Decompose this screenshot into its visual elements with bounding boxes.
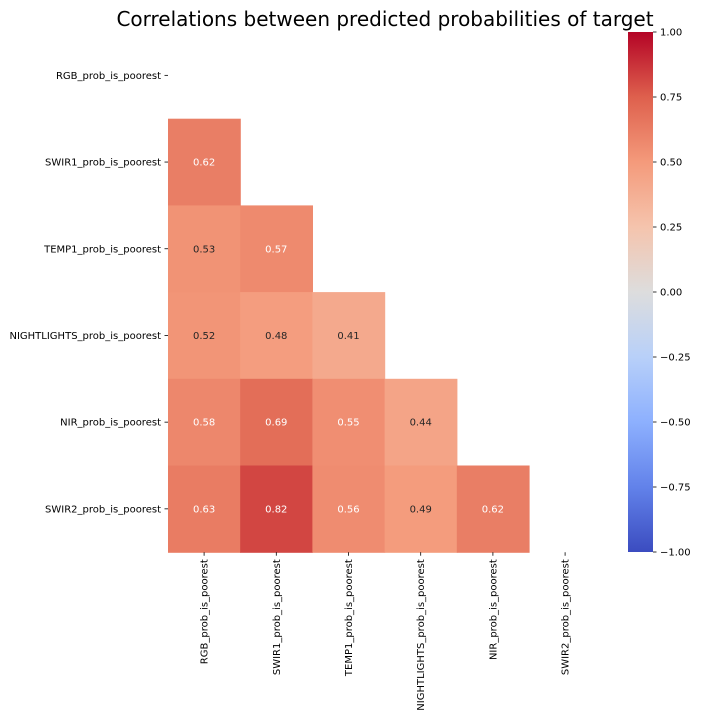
x-tick-label: SWIR1_prob_is_poorest [272,559,283,675]
y-tick-label: NIR_prob_is_poorest [60,418,161,429]
heatmap-cell [240,292,313,380]
colorbar-tick-label: 0.25 [660,223,682,234]
heatmap-cell [312,292,386,380]
cell-value-label: 0.82 [265,504,287,515]
heatmap-cell [384,378,458,467]
heatmap-cell [168,205,241,293]
cell-value-label: 0.62 [193,158,215,169]
cell-value-label: 0.48 [265,331,287,342]
heatmap-cell [312,378,386,467]
x-tick-label: SWIR2_prob_is_poorest [561,559,572,675]
cell-value-label: 0.58 [193,418,215,429]
colorbar-gradient [628,32,653,552]
x-tick-label: RGB_prob_is_poorest [200,559,211,664]
cell-value-label: 0.69 [265,418,287,429]
cell-value-label: 0.56 [337,504,359,515]
x-tick-label: NIR_prob_is_poorest [488,559,499,660]
cell-value-label: 0.55 [337,418,359,429]
cell-value-label: 0.62 [482,504,504,515]
cell-value-label: 0.44 [410,418,432,429]
heatmap-cell [312,465,386,553]
y-tick-label: NIGHTLIGHTS_prob_is_poorest [9,331,161,342]
cell-value-label: 0.49 [410,504,432,515]
y-tick-label: RGB_prob_is_poorest [56,71,161,82]
heatmap-cell [456,465,530,553]
colorbar-tick-label: −0.25 [660,353,691,364]
heatmap-cell [384,465,458,553]
cell-value-label: 0.41 [337,331,359,342]
colorbar-tick-label: −1.00 [660,548,691,559]
cell-value-label: 0.52 [193,331,215,342]
cell-value-label: 0.57 [265,244,287,255]
x-tick-label: TEMP1_prob_is_poorest [344,559,355,677]
colorbar: 1.00 0.75 0.50 0.25 0.00 −0.25 −0.50 −0.75 −1.00 [628,28,691,559]
y-tick-label: SWIR1_prob_is_poorest [45,158,161,169]
colorbar-tick-label: 0.50 [660,158,682,169]
colorbar-tick-label: −0.75 [660,483,691,494]
chart-title: Correlations between predicted probabili… [116,7,653,31]
x-axis-tick-labels: RGB_prob_is_poorest SWIR1_prob_is_poorest… [200,552,572,711]
cell-value-label: 0.63 [193,504,215,515]
heatmap-cell [168,465,241,553]
colorbar-tick-label: 0.00 [660,288,682,299]
colorbar-tick-label: −0.50 [660,418,691,429]
heatmap-cell [240,465,313,553]
x-tick-label: NIGHTLIGHTS_prob_is_poorest [416,559,427,711]
y-tick-label: SWIR2_prob_is_poorest [45,504,161,515]
colorbar-tick-label: 1.00 [660,28,682,39]
cell-value-label: 0.53 [193,244,215,255]
heatmap-cell [240,378,313,467]
y-axis-tick-labels: RGB_prob_is_poorest SWIR1_prob_is_poorest… [9,71,168,515]
heatmap-cell [168,118,241,206]
heatmap-cell [240,205,313,293]
heatmap-cell [168,378,241,467]
heatmap-cells: 0.62 0.53 0.57 0.52 0.48 0.41 0.58 0.69 0.55 0.44… [168,118,530,553]
y-tick-label: TEMP1_prob_is_poorest [43,244,161,255]
colorbar-tick-label: 0.75 [660,93,682,104]
heatmap-cell [168,292,241,380]
